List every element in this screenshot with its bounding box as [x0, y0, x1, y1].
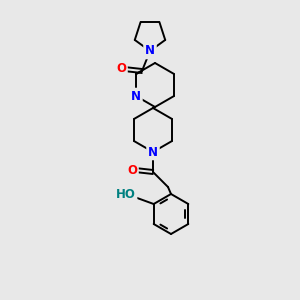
- Text: HO: HO: [116, 188, 136, 202]
- Text: O: O: [116, 62, 126, 76]
- Text: O: O: [127, 164, 137, 176]
- Text: N: N: [131, 89, 141, 103]
- Text: N: N: [145, 44, 155, 58]
- Text: N: N: [148, 146, 158, 158]
